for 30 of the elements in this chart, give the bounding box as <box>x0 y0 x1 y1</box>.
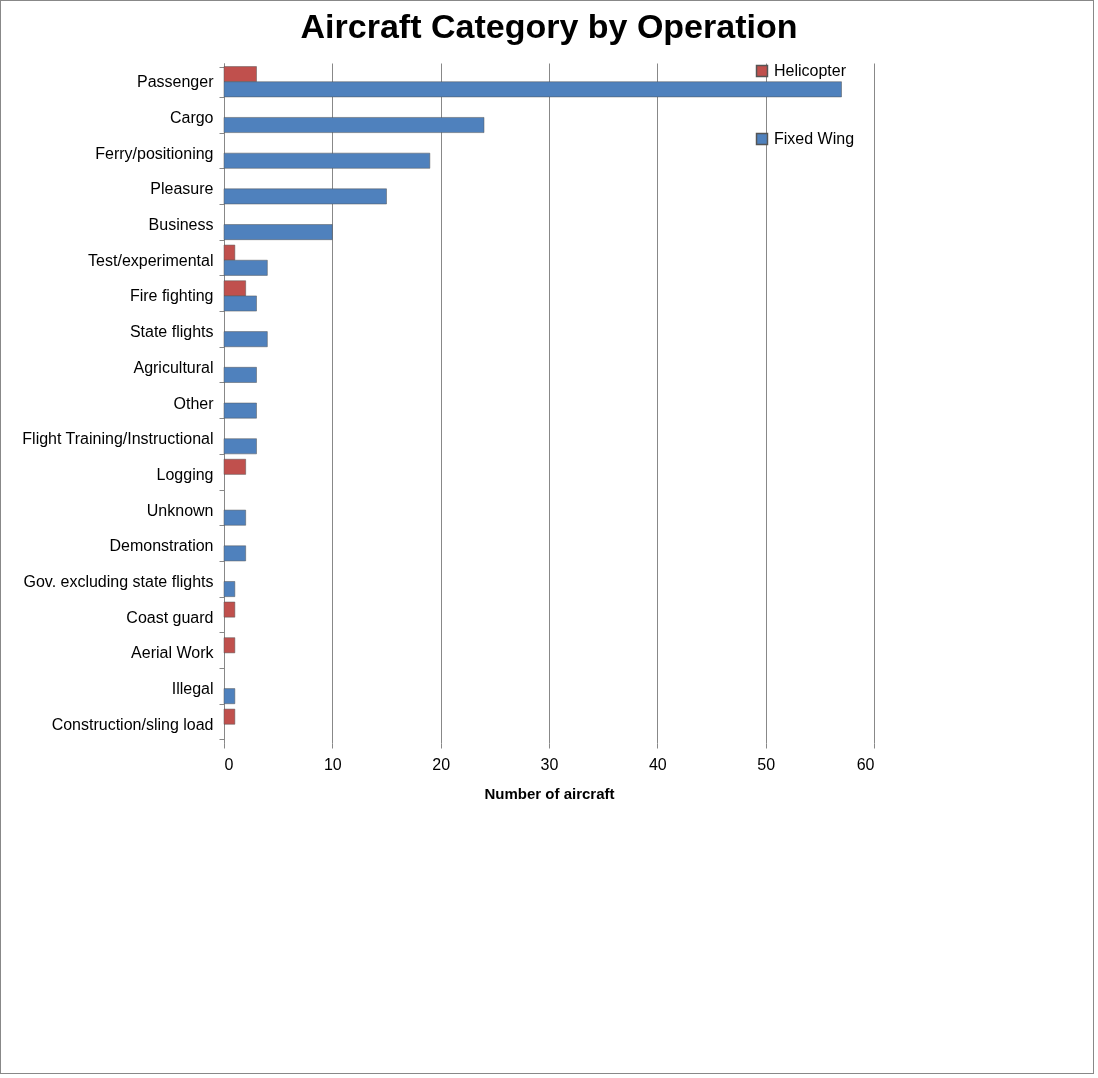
y-tick-label: Test/experimental <box>88 251 214 269</box>
y-tick-label: Demonstration <box>109 537 214 555</box>
y-tick-label: Construction/sling load <box>51 715 214 733</box>
y-tick-label: Flight Training/Instructional <box>22 430 214 448</box>
y-tick-label: Unknown <box>146 501 214 519</box>
x-tick-label: 0 <box>224 755 234 773</box>
y-tick-label: Fire fighting <box>129 287 214 305</box>
x-tick-label: 40 <box>648 755 667 773</box>
y-tick-label: Agricultural <box>133 358 214 376</box>
y-tick-label: Coast guard <box>126 608 214 626</box>
y-tick-label: Passenger <box>137 73 215 91</box>
x-tick-label: 20 <box>432 755 451 773</box>
y-tick-label: State flights <box>129 323 214 341</box>
y-tick-label: Business <box>148 216 214 234</box>
y-tick-label: Gov. excluding state flights <box>23 572 214 590</box>
y-tick-label: Other <box>173 394 215 412</box>
y-tick-label: Ferry/positioning <box>95 144 214 162</box>
x-tick-label: 10 <box>323 755 342 773</box>
x-tick-label: 50 <box>757 755 776 773</box>
y-tick-label: Aerial Work <box>131 644 215 662</box>
y-tick-label: Logging <box>156 465 214 483</box>
x-axis-title: Number of aircraft <box>484 784 615 802</box>
chart-title: Aircraft Category by Operation <box>300 7 798 45</box>
y-tick-label: Cargo <box>169 108 214 126</box>
y-tick-label: Illegal <box>171 680 214 698</box>
legend-label: Helicopter <box>774 62 847 79</box>
x-tick-label: 60 <box>856 755 875 773</box>
legend-label: Fixed Wing <box>774 130 855 147</box>
x-tick-label: 30 <box>540 755 559 773</box>
y-tick-label: Pleasure <box>150 180 214 198</box>
